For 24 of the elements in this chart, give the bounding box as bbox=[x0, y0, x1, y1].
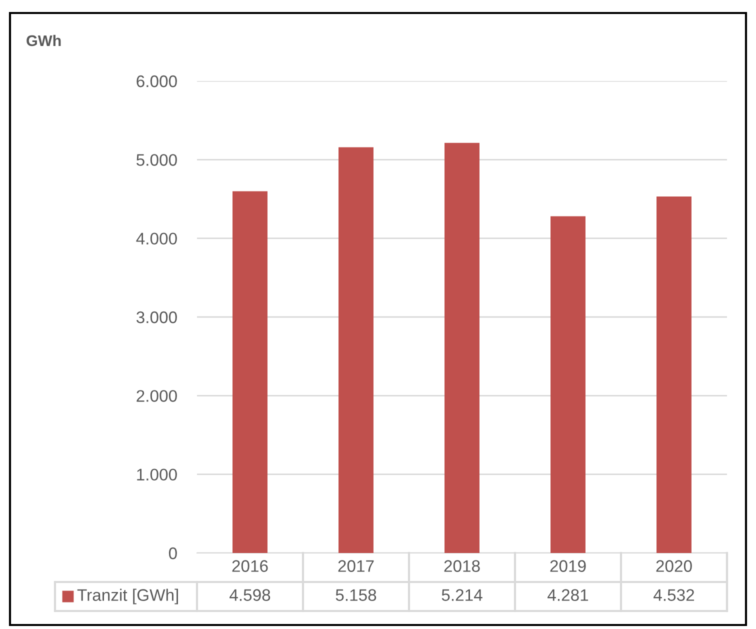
x-tick-label: 2020 bbox=[656, 560, 692, 572]
y-tick-label: 6.000 bbox=[136, 75, 177, 88]
data-label: 4.281 bbox=[548, 589, 588, 601]
data-label: 5.214 bbox=[442, 589, 482, 601]
x-tick-label: 2017 bbox=[338, 560, 374, 572]
y-tick-label: 0 bbox=[168, 547, 177, 560]
y-tick-label: 2.000 bbox=[136, 390, 177, 402]
bar bbox=[550, 216, 586, 553]
data-label: 4.532 bbox=[654, 589, 694, 601]
bar bbox=[338, 147, 374, 553]
y-tick-label: 3.000 bbox=[136, 311, 177, 324]
y-tick-label: 4.000 bbox=[136, 232, 177, 245]
legend-label: Tranzit [GWh] bbox=[77, 588, 178, 604]
x-tick-label: 2018 bbox=[444, 560, 480, 572]
y-tick-label: 5.000 bbox=[136, 154, 177, 166]
y-tick-label: 1.000 bbox=[137, 468, 177, 481]
text: GWh bbox=[26, 34, 61, 46]
x-tick-label: 2019 bbox=[550, 560, 586, 572]
x-tick-label: 2016 bbox=[232, 560, 268, 572]
bar bbox=[656, 196, 692, 553]
bar bbox=[232, 191, 268, 553]
bar bbox=[444, 142, 480, 553]
data-label: 5.158 bbox=[336, 589, 376, 601]
data-label: 4.598 bbox=[230, 589, 270, 601]
